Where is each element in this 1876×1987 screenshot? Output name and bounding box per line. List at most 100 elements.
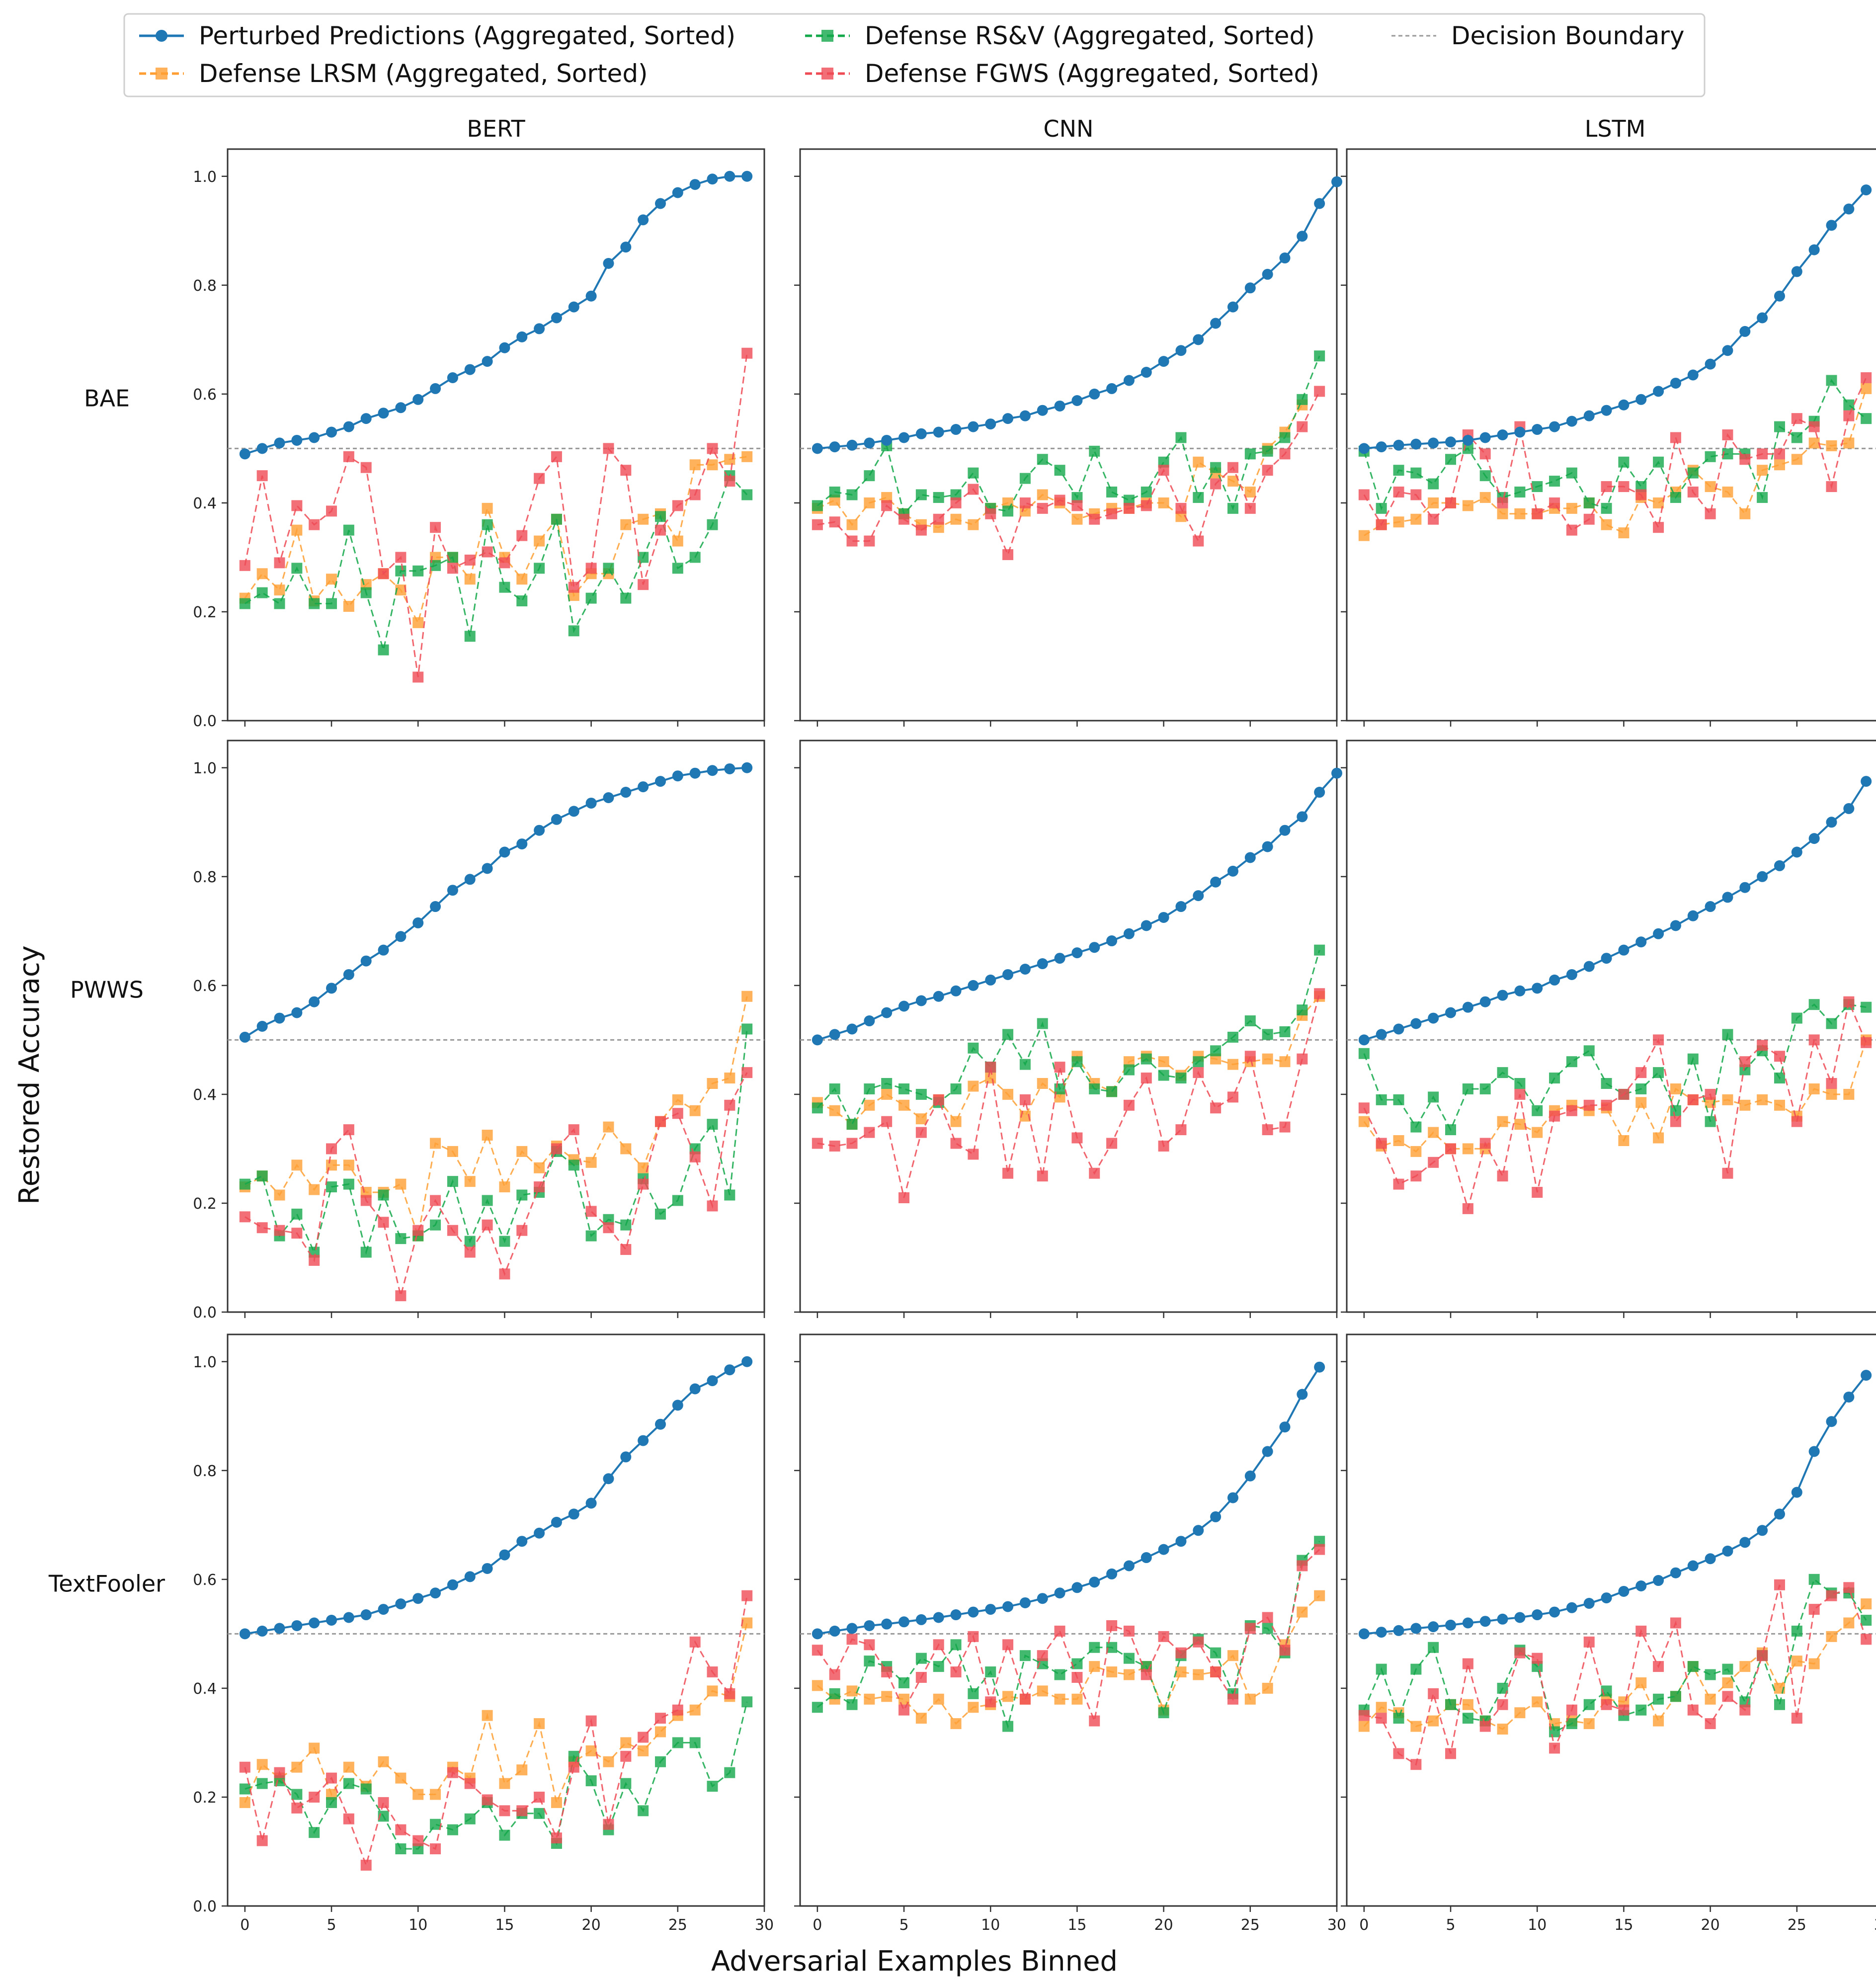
point-lrsm bbox=[585, 1745, 597, 1756]
point-rsv bbox=[1687, 467, 1699, 479]
point-lrsm bbox=[672, 535, 683, 547]
point-rsv bbox=[378, 644, 389, 656]
point-fgws bbox=[1757, 1040, 1768, 1051]
point-perturbed bbox=[654, 1418, 666, 1430]
point-lrsm bbox=[274, 584, 285, 596]
point-perturbed bbox=[1808, 1446, 1820, 1457]
point-rsv bbox=[672, 1195, 683, 1206]
point-perturbed bbox=[689, 767, 701, 779]
point-lrsm bbox=[1462, 1143, 1473, 1155]
point-rsv bbox=[620, 592, 632, 604]
point-lrsm bbox=[1739, 508, 1751, 519]
point-fgws bbox=[239, 560, 250, 571]
point-fgws bbox=[1462, 1203, 1473, 1214]
point-perturbed bbox=[1244, 1470, 1256, 1482]
point-perturbed bbox=[1618, 1585, 1630, 1597]
series-fgws bbox=[1358, 1579, 1872, 1770]
point-perturbed bbox=[274, 1012, 285, 1024]
point-perturbed bbox=[395, 402, 407, 414]
point-lrsm bbox=[378, 1756, 389, 1767]
series-fgws bbox=[812, 988, 1325, 1203]
point-rsv bbox=[326, 598, 337, 609]
point-perturbed bbox=[1566, 969, 1577, 980]
point-lrsm bbox=[1089, 1661, 1100, 1672]
point-rsv bbox=[1791, 1625, 1802, 1637]
point-lrsm bbox=[1358, 530, 1370, 541]
point-perturbed bbox=[1808, 244, 1820, 255]
point-lrsm bbox=[898, 1693, 910, 1705]
point-perturbed bbox=[672, 770, 683, 782]
point-lrsm bbox=[499, 1181, 510, 1193]
point-perturbed bbox=[741, 762, 753, 773]
point-perturbed bbox=[1722, 345, 1733, 356]
point-rsv bbox=[1193, 492, 1204, 503]
point-perturbed bbox=[1757, 312, 1768, 324]
point-perturbed bbox=[516, 331, 528, 342]
point-lrsm bbox=[1358, 1116, 1370, 1127]
point-lrsm bbox=[1410, 513, 1422, 525]
point-perturbed bbox=[1687, 369, 1699, 381]
point-fgws bbox=[1583, 1636, 1595, 1648]
point-fgws bbox=[1262, 1124, 1273, 1136]
point-rsv bbox=[1687, 1053, 1699, 1065]
point-perturbed bbox=[1410, 1623, 1422, 1634]
point-lrsm bbox=[1037, 1685, 1048, 1697]
point-fgws bbox=[603, 443, 614, 454]
point-perturbed bbox=[1566, 415, 1577, 427]
point-perturbed bbox=[812, 443, 823, 454]
point-perturbed bbox=[1019, 964, 1031, 975]
point-perturbed bbox=[1653, 1575, 1664, 1586]
series-perturbed bbox=[1358, 776, 1872, 1046]
point-perturbed bbox=[378, 408, 389, 419]
point-lrsm bbox=[741, 451, 753, 462]
point-perturbed bbox=[1393, 439, 1404, 451]
point-perturbed bbox=[620, 787, 632, 798]
point-perturbed bbox=[309, 996, 320, 1007]
point-perturbed bbox=[534, 825, 545, 836]
point-perturbed bbox=[360, 1609, 372, 1621]
point-fgws bbox=[1479, 1138, 1491, 1149]
legend-marker-lrsm bbox=[156, 68, 167, 80]
point-lrsm bbox=[1358, 1721, 1370, 1732]
series-line-fgws bbox=[1364, 1584, 1867, 1766]
point-lrsm bbox=[1757, 465, 1768, 476]
point-rsv bbox=[256, 1170, 268, 1182]
point-lrsm bbox=[741, 991, 753, 1002]
point-rsv bbox=[1670, 1105, 1681, 1116]
point-perturbed bbox=[464, 364, 476, 375]
point-perturbed bbox=[1376, 1627, 1387, 1638]
point-perturbed bbox=[1549, 1606, 1560, 1618]
point-lrsm bbox=[464, 1176, 476, 1187]
point-perturbed bbox=[256, 1021, 268, 1032]
point-rsv bbox=[343, 524, 354, 536]
y-tick-label: 0.6 bbox=[193, 386, 217, 404]
point-perturbed bbox=[412, 394, 424, 405]
x-tick-label: 0 bbox=[240, 1916, 249, 1934]
point-rsv bbox=[256, 1778, 268, 1789]
point-rsv bbox=[1071, 1658, 1083, 1669]
point-perturbed bbox=[1532, 1609, 1543, 1621]
point-perturbed bbox=[620, 1451, 632, 1463]
point-perturbed bbox=[1687, 910, 1699, 921]
point-rsv bbox=[1210, 1647, 1222, 1658]
point-perturbed bbox=[1002, 969, 1014, 980]
point-lrsm bbox=[1843, 1088, 1855, 1100]
column-title-lstm: LSTM bbox=[1585, 115, 1646, 142]
point-fgws bbox=[1106, 1620, 1118, 1631]
point-perturbed bbox=[1106, 383, 1118, 394]
point-perturbed bbox=[1739, 882, 1751, 893]
point-rsv bbox=[654, 1756, 666, 1767]
point-fgws bbox=[1618, 1088, 1630, 1100]
point-perturbed bbox=[1705, 358, 1716, 370]
legend-marker-rsv bbox=[821, 30, 833, 42]
point-perturbed bbox=[1653, 386, 1664, 397]
point-fgws bbox=[1670, 1617, 1681, 1629]
point-fgws bbox=[1193, 1067, 1204, 1078]
point-perturbed bbox=[1566, 1602, 1577, 1613]
point-fgws bbox=[1687, 1094, 1699, 1105]
point-perturbed bbox=[1193, 1525, 1204, 1536]
legend-label-lrsm: Defense LRSM (Aggregated, Sorted) bbox=[199, 59, 648, 88]
point-fgws bbox=[499, 1268, 510, 1280]
point-perturbed bbox=[1314, 787, 1325, 798]
point-lrsm bbox=[343, 1159, 354, 1171]
